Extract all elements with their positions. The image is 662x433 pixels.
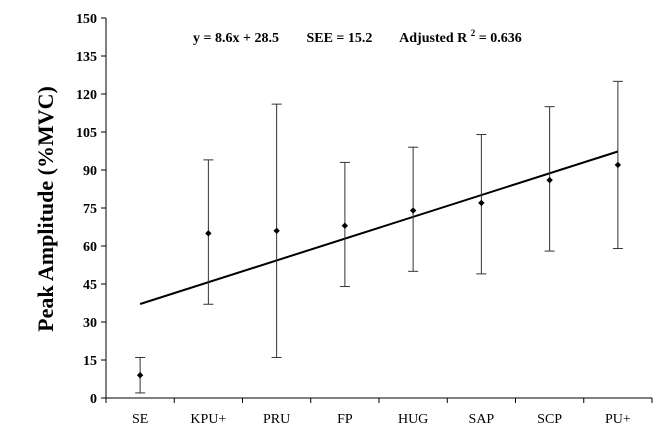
y-tick-label: 90 <box>83 164 97 179</box>
x-tick-label: PRU <box>263 412 290 427</box>
data-point <box>205 230 212 237</box>
y-tick-label: 75 <box>83 202 97 217</box>
axes: 0 15 30 45 60 75 90 105 120 135 150 SE KPU+ PRU FP HUG S… <box>76 12 653 427</box>
see-value: SEE = 15.2 <box>306 31 372 46</box>
data-point <box>136 372 144 379</box>
x-tick-label: FP <box>337 412 353 427</box>
regression-equation: y = 8.6x + 28.5 <box>193 31 279 46</box>
r2-prefix: Adjusted R <box>399 31 468 46</box>
regression-annotation: y = 8.6x + 28.5 SEE = 15.2 Adjusted R 2 … <box>193 25 522 46</box>
r2-value: = 0.636 <box>479 31 522 46</box>
y-tick-label: 120 <box>76 88 97 103</box>
regression-line <box>139 150 619 305</box>
r2-superscript: 2 <box>471 28 476 38</box>
x-tick-label: KPU+ <box>190 412 226 427</box>
x-tick-label: SAP <box>469 412 495 427</box>
x-tick-label: PU+ <box>605 412 631 427</box>
y-tick-label: 60 <box>83 240 97 255</box>
y-tick-label: 30 <box>83 316 97 331</box>
data-point <box>478 199 485 207</box>
y-tick-label: 45 <box>83 278 97 293</box>
x-tick-label: SCP <box>537 412 562 427</box>
data-point <box>409 207 417 214</box>
data-point <box>341 222 349 229</box>
y-tick-label: 105 <box>76 126 97 141</box>
x-tick-label: SE <box>132 412 148 427</box>
y-tick-label: 0 <box>90 392 97 407</box>
y-tick-label: 150 <box>76 12 97 27</box>
y-axis-label: Peak Amplitude (%MVC) <box>33 86 58 332</box>
y-tick-label: 135 <box>76 50 97 65</box>
data-marks <box>135 80 623 394</box>
y-tick-label: 15 <box>83 354 97 369</box>
data-point <box>614 161 622 169</box>
x-tick-label: HUG <box>398 412 428 427</box>
data-point <box>273 227 280 234</box>
data-point <box>546 176 553 184</box>
